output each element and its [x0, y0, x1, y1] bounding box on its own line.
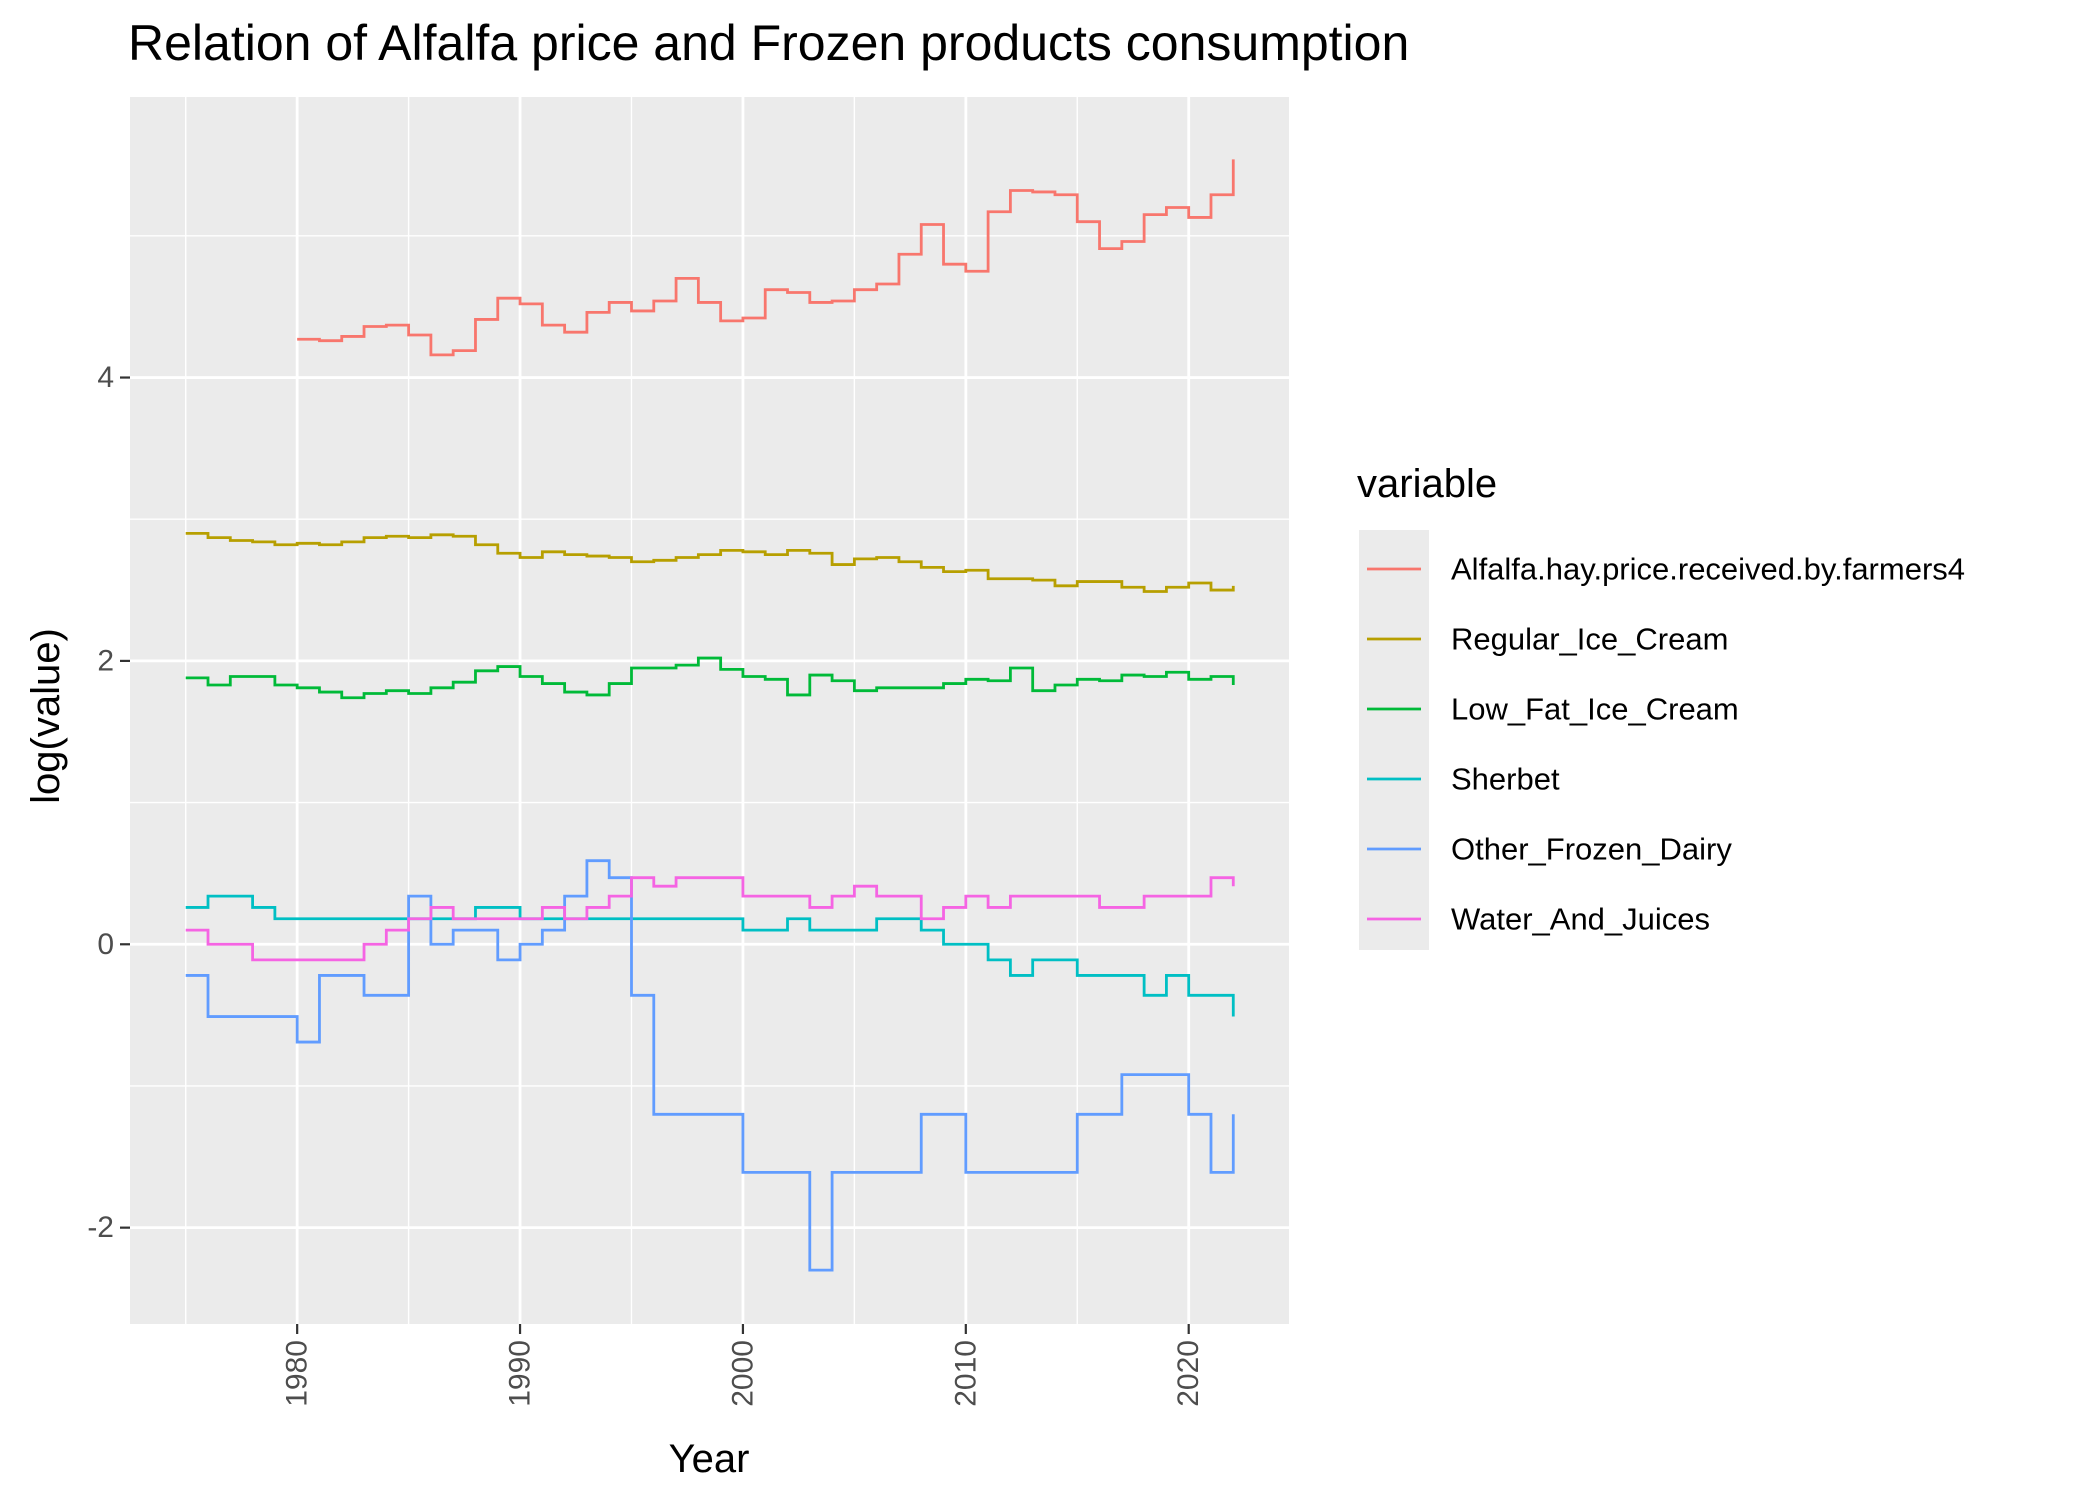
series-lines — [185, 159, 1235, 1272]
plot-background — [130, 97, 1289, 1324]
legend-label: Water_And_Juices — [1451, 902, 1710, 937]
y-tick-label: 0 — [97, 928, 114, 961]
legend-key-background — [1359, 530, 1429, 950]
x-tick-label: 2000 — [726, 1340, 759, 1407]
series-line-other-frozen-dairy — [185, 859, 1235, 1272]
x-axis: 1980 1990 2000 2010 2020 — [281, 1324, 1205, 1407]
legend-label: Other_Frozen_Dairy — [1451, 832, 1732, 867]
series-line-alfalfa-hay-price-received-by-farmers4 — [297, 159, 1235, 357]
x-tick-label: 2020 — [1172, 1340, 1205, 1407]
y-axis-title: log(value) — [24, 628, 68, 804]
legend-label: Regular_Ice_Cream — [1451, 622, 1728, 657]
legend-label: Alfalfa.hay.price.received.by.farmers4 — [1451, 552, 1965, 587]
y-axis: -2 0 2 4 — [87, 361, 130, 1244]
x-axis-title: Year — [669, 1437, 750, 1481]
plot-panel — [130, 97, 1289, 1324]
legend-label: Sherbet — [1451, 762, 1560, 797]
legend-title: variable — [1357, 462, 1497, 506]
legend: variable Alfalfa.hay.price.received.by.f… — [1357, 462, 1965, 950]
legend-items: Alfalfa.hay.price.received.by.farmers4 Re… — [1359, 530, 1965, 950]
y-tick-label: -2 — [87, 1211, 114, 1244]
x-tick-label: 1980 — [281, 1340, 314, 1407]
series-line-sherbet — [185, 894, 1235, 1017]
x-tick-label: 1990 — [504, 1340, 537, 1407]
chart-title: Relation of Alfalfa price and Frozen pro… — [128, 15, 1409, 71]
series-line-water-and-juices — [185, 876, 1235, 962]
y-tick-label: 2 — [97, 644, 114, 677]
y-tick-label: 4 — [97, 361, 114, 394]
series-line-low-fat-ice-cream — [185, 656, 1235, 700]
x-tick-label: 2010 — [949, 1340, 982, 1407]
series-line-regular-ice-cream — [185, 531, 1235, 593]
legend-label: Low_Fat_Ice_Cream — [1451, 692, 1739, 727]
